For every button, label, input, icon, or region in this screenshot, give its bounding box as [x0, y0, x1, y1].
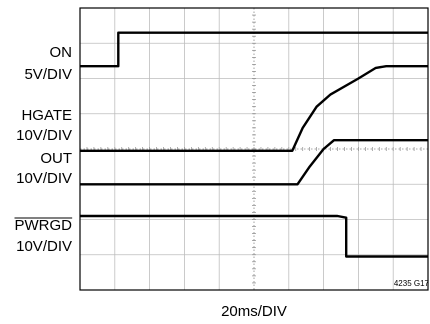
channel-label-on: ON: [50, 44, 73, 61]
trace-out: [80, 139, 428, 186]
channel-scale-on: 5V/DIV: [24, 66, 72, 83]
trace-on: [80, 31, 428, 68]
channel-label-pwrgd: PWRGD: [15, 217, 73, 234]
channel-label-hgate: HGATE: [21, 107, 72, 124]
channel-scale-pwrgd: 10V/DIV: [16, 238, 72, 255]
channel-scale-out: 10V/DIV: [16, 170, 72, 187]
trace-pwrgd: [80, 214, 428, 258]
channel-label-out: OUT: [40, 150, 72, 167]
channel-scale-hgate: 10V/DIV: [16, 127, 72, 144]
x-axis-label: 20ms/DIV: [221, 303, 287, 320]
grid: [79, 7, 429, 291]
figure-id: 4235 G17: [394, 279, 430, 288]
plot-frame: [79, 7, 429, 291]
traces: [80, 31, 428, 258]
trace-hgate: [80, 65, 428, 152]
